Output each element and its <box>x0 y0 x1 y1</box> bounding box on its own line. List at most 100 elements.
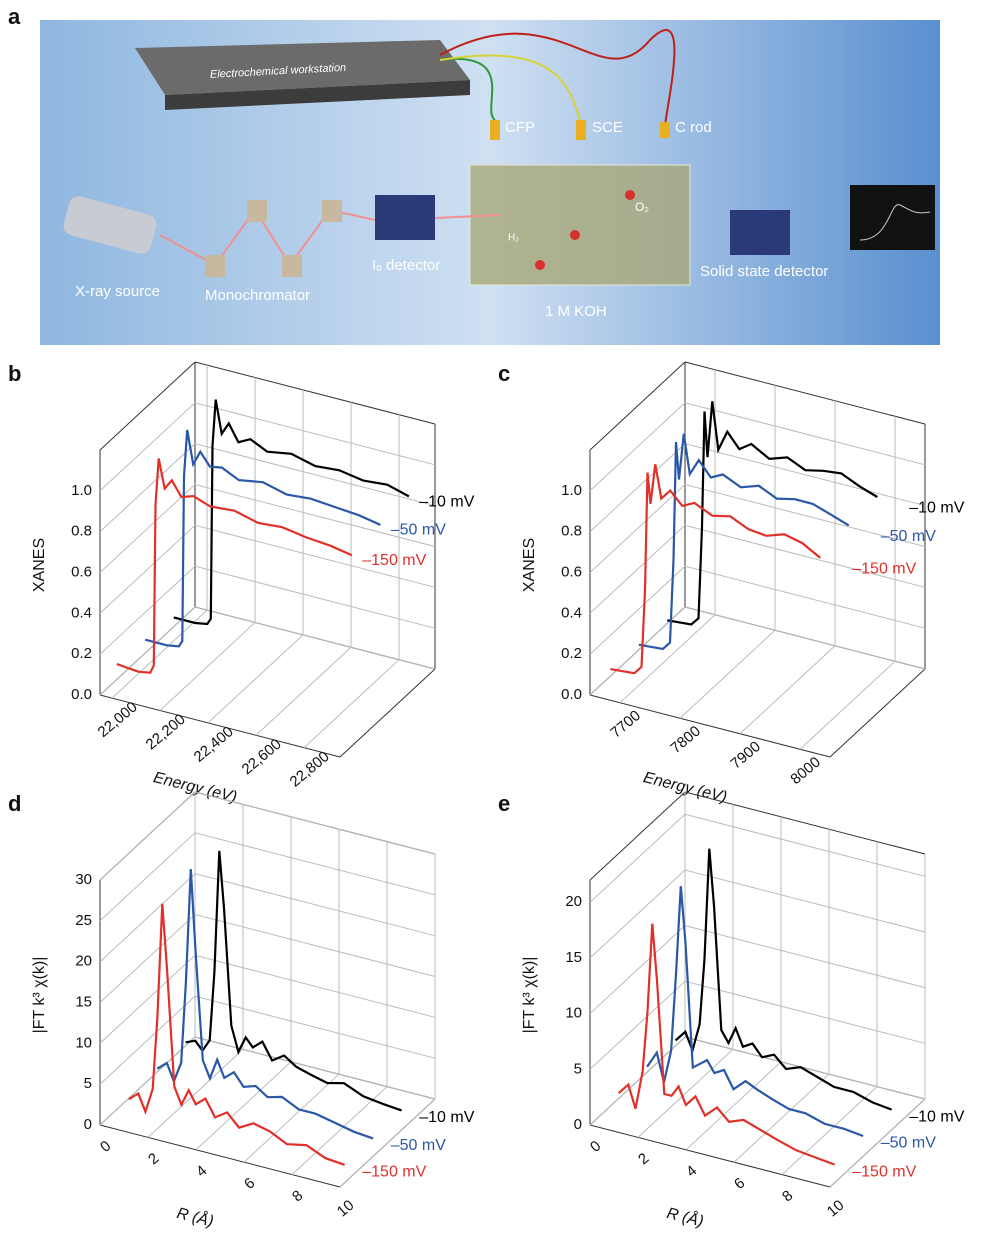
x-tick-label: 22,600 <box>239 736 285 779</box>
y-tick-label: 10 <box>75 1034 92 1051</box>
panel-label: c <box>498 361 510 386</box>
legend-label: –10 mV <box>909 1108 964 1125</box>
electrode <box>576 120 586 140</box>
y-tick-label: 0.0 <box>561 686 582 703</box>
y-tick-label: 0.0 <box>71 686 92 703</box>
bubble <box>570 230 580 240</box>
grid-line <box>619 369 716 704</box>
component-label: Solid state detector <box>700 263 828 280</box>
series-line <box>646 886 864 1138</box>
electrolyte-cell <box>469 164 691 286</box>
axis-edge <box>589 1124 831 1188</box>
axis-edge <box>829 668 926 758</box>
x-tick-label: 22,800 <box>287 748 333 791</box>
axis-edge <box>589 361 686 451</box>
y-tick-label: 1.0 <box>71 482 92 499</box>
y-axis-title: XANES <box>31 538 48 592</box>
x-tick-label: 4 <box>683 1162 700 1180</box>
grid-line <box>99 606 436 696</box>
panel-label: e <box>498 791 510 816</box>
wire <box>439 54 581 121</box>
gas-label: O₂ <box>635 200 649 214</box>
axis-edge <box>99 694 341 758</box>
x-tick-label: 0 <box>587 1137 604 1155</box>
y-tick-label: 15 <box>75 993 92 1010</box>
component-label: Monochromator <box>205 287 310 304</box>
grid-line <box>799 416 896 750</box>
grid-line <box>589 443 926 533</box>
legend-label: –150 mV <box>852 560 916 577</box>
grid-line <box>99 913 436 1003</box>
series-line <box>173 399 410 626</box>
bubble <box>625 190 635 200</box>
xray-source <box>63 196 157 254</box>
legend-label: –50 mV <box>881 528 936 545</box>
y-tick-label: 5 <box>574 1060 582 1077</box>
axis-edge <box>684 791 926 855</box>
grid-line <box>99 402 436 492</box>
grid-line <box>829 854 926 1188</box>
x-tick-label: 22,000 <box>95 698 141 741</box>
axis-edge <box>589 694 831 758</box>
axis-edge <box>99 1124 341 1188</box>
series-line <box>185 850 402 1112</box>
y-tick-label: 1.0 <box>561 482 582 499</box>
y-tick-label: 0 <box>84 1116 92 1133</box>
grid-line <box>255 402 352 736</box>
grid-line <box>99 483 436 573</box>
grid-line <box>339 854 436 1188</box>
component-label: 1 M KOH <box>545 303 607 320</box>
y-tick-label: 5 <box>84 1075 92 1092</box>
y-axis-title: XANES <box>521 538 538 592</box>
y-tick-label: 0.6 <box>561 563 582 580</box>
grid-line <box>99 792 196 1126</box>
bubble <box>535 260 545 270</box>
y-tick-label: 10 <box>565 1005 582 1022</box>
series-line <box>610 464 821 675</box>
grid-line <box>99 832 436 922</box>
legend-label: –50 mV <box>391 522 446 539</box>
monitor <box>850 185 935 250</box>
crystal <box>282 255 302 277</box>
grid-line <box>589 483 926 573</box>
y-tick-label: 0.2 <box>71 645 92 662</box>
series-line <box>116 458 353 674</box>
grid-line <box>243 829 340 1163</box>
gas-label: H₂ <box>508 233 519 244</box>
grid-line <box>291 841 388 1175</box>
x-tick-label: 22,400 <box>191 723 237 766</box>
x-tick-label: 2 <box>145 1150 162 1168</box>
axis-edge <box>339 668 436 758</box>
grid-line <box>99 791 436 881</box>
legend-label: –150 mV <box>362 552 426 569</box>
grid-line <box>99 873 436 963</box>
grid-line <box>303 414 400 749</box>
x-tick-label: 4 <box>193 1162 210 1180</box>
panel-label: a <box>8 4 21 29</box>
legend-label: –150 mV <box>362 1163 426 1180</box>
axis-edge <box>194 361 436 425</box>
y-tick-label: 20 <box>75 953 92 970</box>
series-line <box>667 401 878 626</box>
wire <box>439 29 676 126</box>
grid-line <box>159 377 256 711</box>
electrode-label: CFP <box>505 119 535 136</box>
legend-label: –150 mV <box>852 1163 916 1180</box>
y-axis-title: |FT k³ χ(k)| <box>31 957 48 1034</box>
grid-line <box>679 385 776 719</box>
y-tick-label: 0.2 <box>561 645 582 662</box>
x-tick-label: 7900 <box>727 738 763 772</box>
component-label: X-ray source <box>75 283 160 300</box>
y-axis-title: |FT k³ χ(k)| <box>521 957 538 1034</box>
grid-line <box>99 524 436 614</box>
x-tick-label: 22,200 <box>143 711 189 754</box>
detector <box>730 210 790 255</box>
monitor-curve <box>859 204 931 241</box>
x-tick-label: 7800 <box>667 723 703 757</box>
grid-line <box>99 565 436 655</box>
crystal <box>247 200 267 222</box>
x-axis-title: R (Å) <box>175 1203 216 1230</box>
x-tick-label: 0 <box>97 1137 114 1155</box>
y-tick-label: 0.4 <box>561 604 582 621</box>
grid-line <box>111 365 208 699</box>
